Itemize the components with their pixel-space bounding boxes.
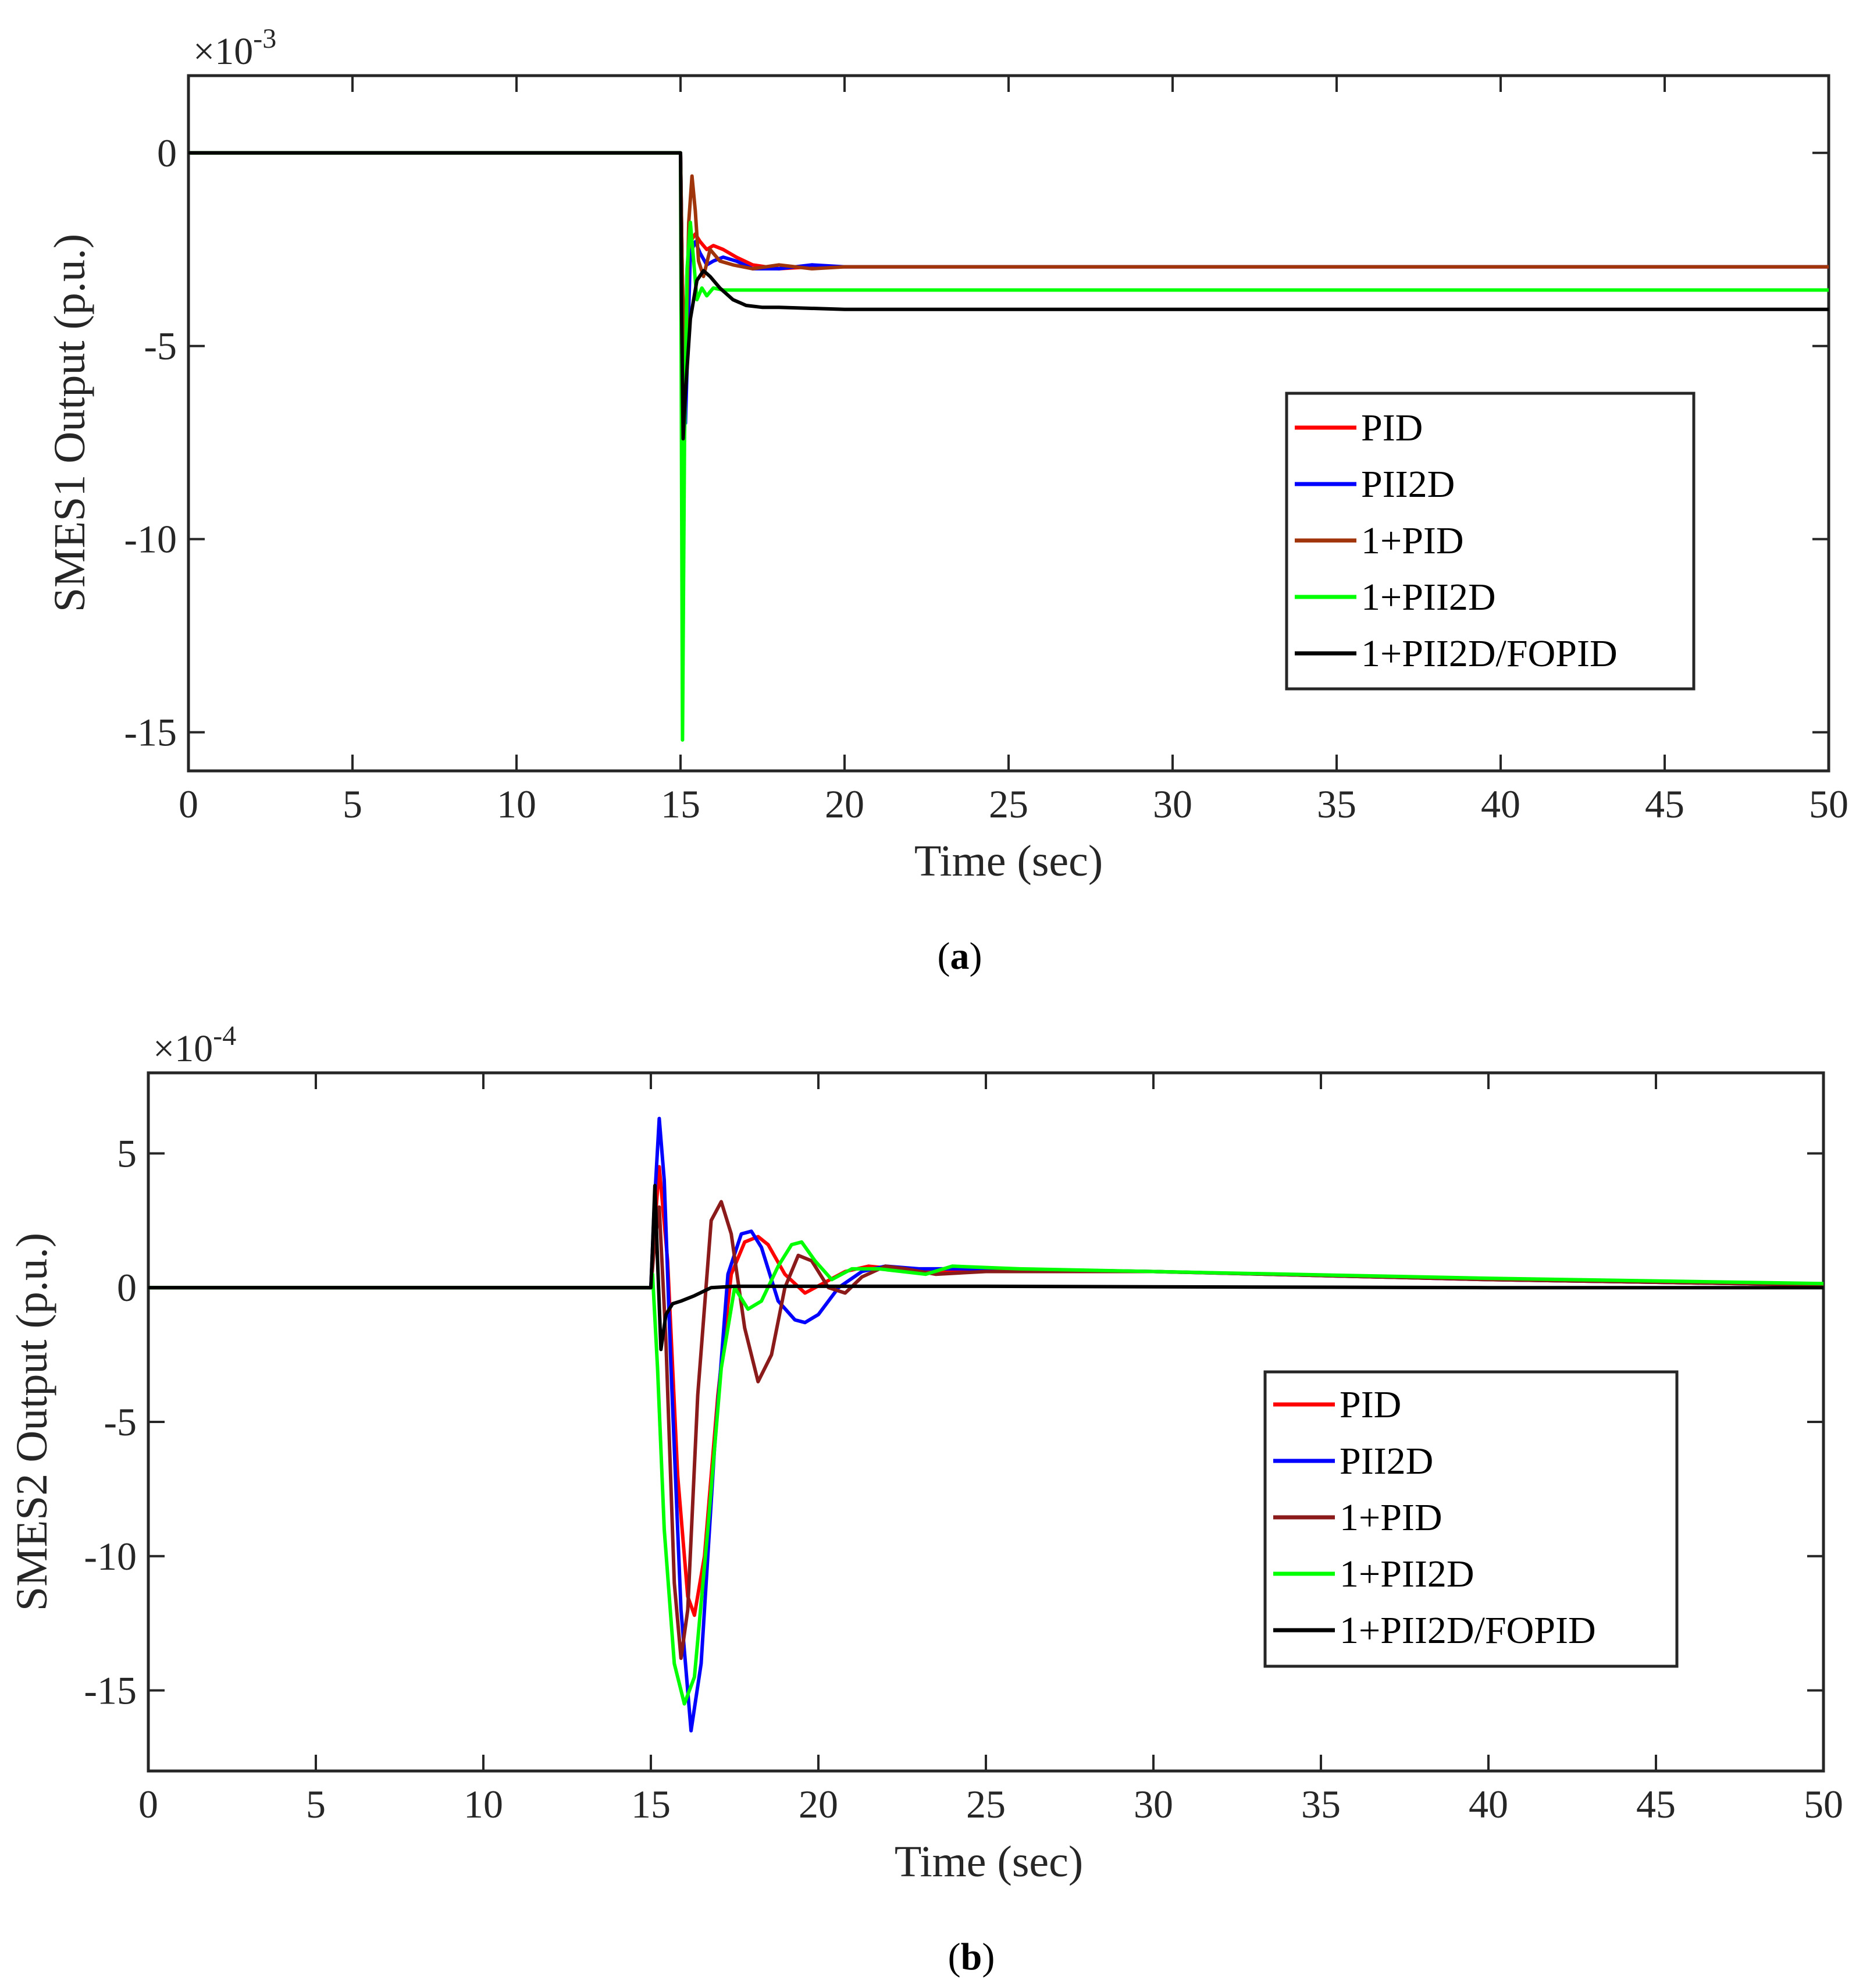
y-tick-label: -15 — [124, 710, 177, 755]
series-line-1-pii2d — [188, 151, 1829, 742]
series-line-1-pid — [148, 1200, 1824, 1660]
series-lines-a — [188, 151, 1829, 742]
series-line-1-pii2d-fopid — [148, 1183, 1823, 1352]
legend-label: 1+PII2D — [1340, 1553, 1474, 1595]
x-tick-label: 0 — [138, 1782, 158, 1826]
x-tick-label: 20 — [825, 782, 864, 826]
panel-label-a: (a) — [938, 935, 982, 977]
legend-b: PID PII2D 1+PID 1+PII2D 1+PII2D/FOPID — [1263, 1370, 1679, 1668]
x-tick-label: 10 — [464, 1782, 503, 1826]
series-line-pii2d — [148, 1116, 1824, 1733]
y-tick-label: 0 — [157, 131, 177, 175]
x-tick-label: 20 — [799, 1782, 838, 1826]
y-axis-title-a: SMES1 Output (p.u.) — [45, 234, 94, 612]
x-tick-label: 40 — [1469, 1782, 1508, 1826]
y-tick-label: -10 — [84, 1534, 137, 1578]
legend-label: 1+PII2D — [1361, 576, 1496, 618]
legend-label: 1+PII2D/FOPID — [1340, 1609, 1596, 1652]
panel-label-b: (b) — [948, 1936, 995, 1978]
exponent-label-a: ×10-3 — [193, 23, 276, 73]
x-tick-label: 15 — [661, 782, 700, 826]
legend-label: PII2D — [1361, 463, 1455, 506]
legend-label: 1+PID — [1361, 520, 1464, 562]
y-tick-label: -10 — [124, 517, 177, 561]
x-tick-label: 45 — [1645, 782, 1684, 826]
x-tick-label: 30 — [1134, 1782, 1173, 1826]
x-tick-label: 5 — [306, 1782, 326, 1826]
x-tick-label: 45 — [1636, 1782, 1676, 1826]
legend-label: PII2D — [1340, 1440, 1433, 1482]
exponent-label-b: ×10-4 — [153, 1020, 236, 1070]
x-tick-label: 5 — [343, 782, 362, 826]
x-tick-label: 35 — [1317, 782, 1356, 826]
x-ticks-a: 0 5 10 15 20 25 30 35 40 45 50 — [179, 76, 1848, 826]
x-tick-label: 50 — [1804, 1782, 1843, 1826]
x-tick-label: 0 — [179, 782, 198, 826]
x-axis-title-b: Time (sec) — [895, 1837, 1083, 1886]
y-tick-label: -15 — [84, 1669, 137, 1713]
legend-label: PID — [1340, 1384, 1401, 1426]
x-tick-label: 30 — [1153, 782, 1192, 826]
x-tick-label: 50 — [1809, 782, 1848, 826]
series-line-1-pii2d-fopid — [188, 151, 1829, 441]
y-tick-label: 0 — [117, 1265, 137, 1310]
x-tick-label: 40 — [1481, 782, 1520, 826]
y-ticks-b: 5 0 -5 -10 -15 — [84, 1131, 1823, 1713]
series-line-1-pii2d — [148, 1240, 1824, 1706]
chart-panel-a: 0 5 10 15 20 25 30 35 40 45 50 0 -5 -10 -15 ×10-3 Tim… — [45, 23, 1848, 977]
y-tick-label: 5 — [117, 1131, 137, 1175]
x-tick-label: 25 — [989, 782, 1028, 826]
legend-a: PID PII2D 1+PID 1+PII2D 1+PII2D/FOPID — [1285, 392, 1696, 691]
x-tick-label: 10 — [497, 782, 536, 826]
legend-label: 1+PID — [1340, 1496, 1442, 1539]
x-axis-title-a: Time (sec) — [914, 837, 1103, 885]
series-lines-b — [148, 1116, 1824, 1733]
chart-panel-b: 0 5 10 15 20 25 30 35 40 45 50 50-5-10-15 ×10-4 Ti… — [8, 1020, 1843, 1978]
y-axis-title-b: SMES2 Output (p.u.) — [8, 1233, 56, 1611]
y-tick-label: -5 — [144, 324, 177, 368]
y-tick-label: -5 — [104, 1400, 137, 1444]
x-tick-label: 35 — [1301, 1782, 1341, 1826]
legend-label: PID — [1361, 407, 1423, 449]
x-tick-label: 25 — [966, 1782, 1006, 1826]
x-tick-label: 15 — [631, 1782, 671, 1826]
x-ticks-b: 0 5 10 15 20 25 30 35 40 45 50 — [138, 1073, 1843, 1826]
legend-label: 1+PII2D/FOPID — [1361, 632, 1618, 675]
